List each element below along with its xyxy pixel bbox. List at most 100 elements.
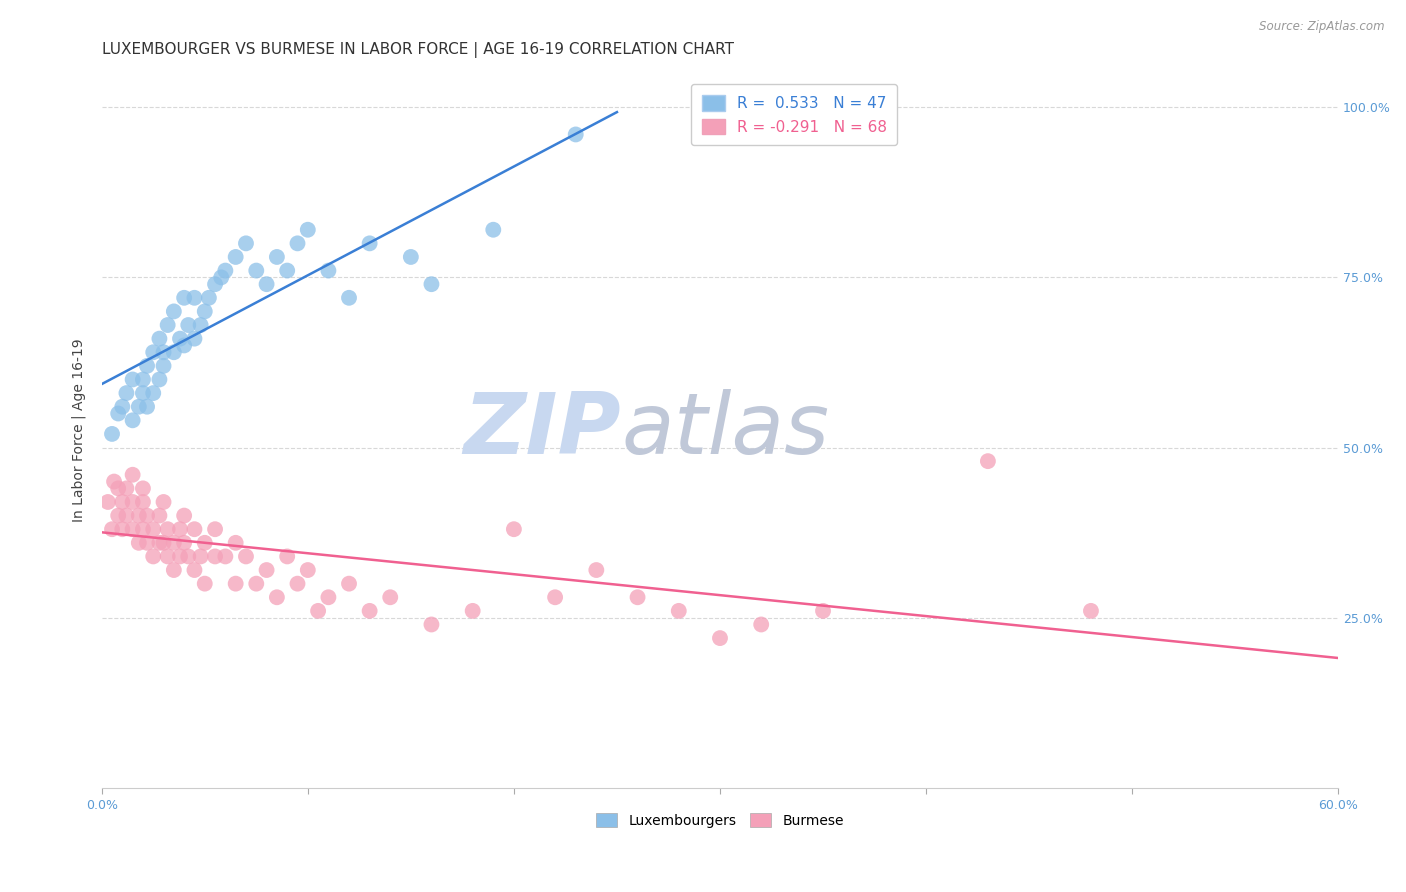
Point [128,536,150,550]
Point [337,576,360,591]
Point [214,263,236,277]
Point [111,495,134,509]
Point [148,536,170,550]
Point [101,426,124,441]
Point [173,291,195,305]
Point [194,536,217,550]
Point [190,318,212,332]
Text: Source: ZipAtlas.com: Source: ZipAtlas.com [1260,20,1385,33]
Point [169,522,191,536]
Point [173,536,195,550]
Point [142,386,165,401]
Point [668,604,690,618]
Point [163,304,186,318]
Point [235,236,257,251]
Point [420,277,443,292]
Point [107,481,129,495]
Point [163,536,186,550]
Point [128,400,150,414]
Point [225,576,247,591]
Point [142,522,165,536]
Point [156,522,179,536]
Point [977,454,1000,468]
Point [482,223,505,237]
Point [136,536,159,550]
Point [152,495,174,509]
Point [564,128,586,142]
Point [749,617,772,632]
Point [307,604,329,618]
Point [173,508,195,523]
Point [136,359,159,373]
Point [287,236,309,251]
Point [183,291,205,305]
Point [811,604,834,618]
Point [132,386,155,401]
Point [163,345,186,359]
Point [115,386,138,401]
Point [626,591,648,605]
Point [359,604,381,618]
Point [177,318,200,332]
Point [204,277,226,292]
Point [276,263,298,277]
Point [156,549,179,564]
Text: LUXEMBOURGER VS BURMESE IN LABOR FORCE | AGE 16-19 CORRELATION CHART: LUXEMBOURGER VS BURMESE IN LABOR FORCE |… [101,42,734,58]
Point [121,522,143,536]
Point [297,563,319,577]
Point [152,536,174,550]
Point [461,604,484,618]
Point [204,549,226,564]
Point [142,345,165,359]
Point [183,332,205,346]
Point [256,277,278,292]
Point [1080,604,1102,618]
Point [107,508,129,523]
Point [183,563,205,577]
Point [359,236,381,251]
Point [214,549,236,564]
Point [115,508,138,523]
Point [266,250,288,264]
Point [163,563,186,577]
Point [136,400,159,414]
Point [337,291,360,305]
Point [111,400,134,414]
Point [132,522,155,536]
Point [121,372,143,386]
Point [420,617,443,632]
Point [287,576,309,591]
Point [209,270,232,285]
Point [169,332,191,346]
Point [503,522,526,536]
Point [97,495,120,509]
Text: ZIP: ZIP [464,389,621,472]
Text: atlas: atlas [621,389,830,472]
Point [148,508,170,523]
Point [266,591,288,605]
Point [121,467,143,482]
Point [245,576,267,591]
Point [256,563,278,577]
Point [136,508,159,523]
Point [194,304,217,318]
Point [132,481,155,495]
Point [318,591,340,605]
Point [132,495,155,509]
Point [169,549,191,564]
Point [132,372,155,386]
Point [399,250,422,264]
Point [585,563,607,577]
Point [190,549,212,564]
Point [297,223,319,237]
Point [148,372,170,386]
Point [107,407,129,421]
Point [318,263,340,277]
Point [225,536,247,550]
Point [177,549,200,564]
Point [156,318,179,332]
Point [103,475,125,489]
Point [204,522,226,536]
Point [235,549,257,564]
Point [115,481,138,495]
